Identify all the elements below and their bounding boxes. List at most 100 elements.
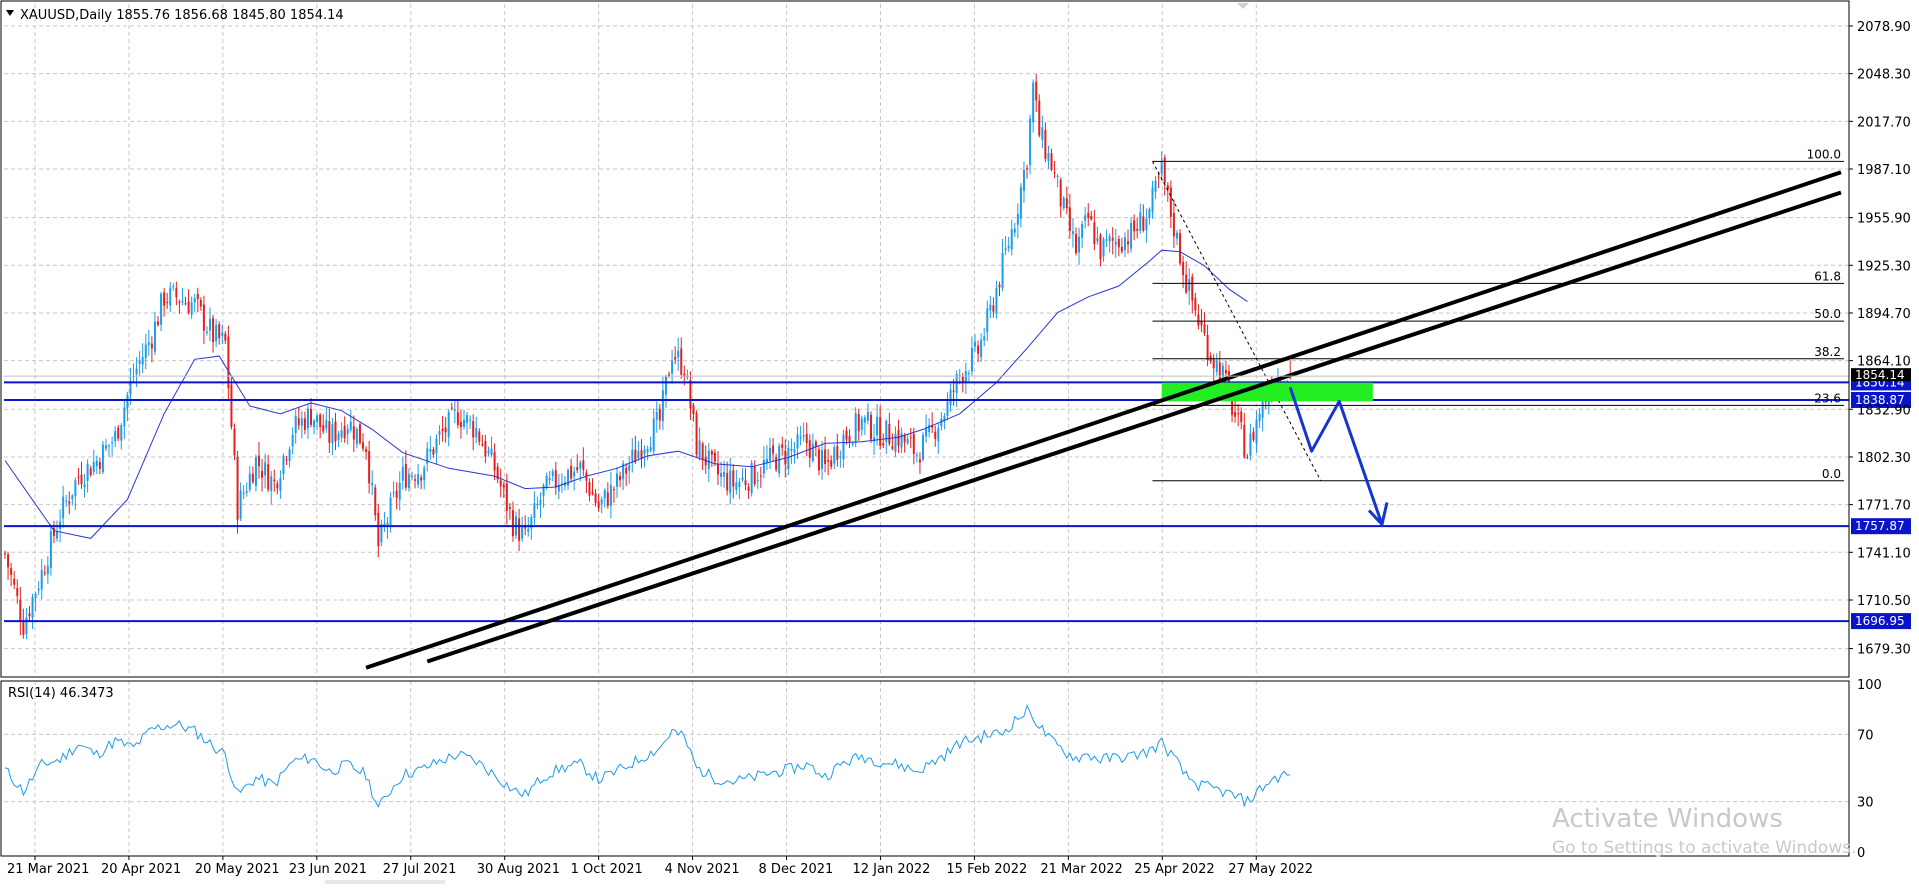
candle-up <box>398 482 401 500</box>
candle-up <box>288 449 291 461</box>
candle-down <box>830 460 833 467</box>
candle-down <box>484 441 487 457</box>
candle-down <box>184 303 187 305</box>
candle-up <box>101 444 104 473</box>
candle-up <box>542 485 545 496</box>
candle-up <box>949 389 952 405</box>
candle-up <box>1130 222 1133 249</box>
fib-level-label: 100.0 <box>1807 147 1841 161</box>
candle-down <box>4 553 6 555</box>
candle-up <box>677 350 680 358</box>
candle-down <box>493 452 496 471</box>
candle-down <box>157 321 159 325</box>
time-scroll-thumb[interactable] <box>325 880 445 884</box>
candle-down <box>10 568 13 575</box>
candle-up <box>426 448 429 464</box>
candle-down <box>695 413 698 455</box>
candle-up <box>661 390 664 422</box>
price-axis-label: 1987.10 <box>1857 163 1911 178</box>
fib-level-label: 61.8 <box>1814 269 1841 283</box>
candle-down <box>1142 216 1145 231</box>
candle-down <box>511 510 514 537</box>
candle-down <box>508 506 511 509</box>
candle-down <box>1182 262 1185 275</box>
price-axis-label: 1955.90 <box>1857 212 1911 227</box>
candle-down <box>692 405 695 415</box>
candle-down <box>1093 222 1096 245</box>
moving-average-line[interactable] <box>4 249 1248 539</box>
candle-up <box>790 448 793 451</box>
candle-up <box>254 457 257 487</box>
symbol-info: XAUUSD,Daily 1855.76 1856.68 1845.80 185… <box>20 8 344 23</box>
candle-up <box>371 482 374 486</box>
candle-up <box>811 443 814 461</box>
candle-up <box>138 360 141 364</box>
candle-up <box>698 440 701 458</box>
fibonacci-retracement[interactable]: 100.0 61.8 50.0 38.2 23.6 0.0 <box>1152 147 1845 482</box>
candle-up <box>1084 215 1087 221</box>
candle-up <box>37 588 40 591</box>
candle-up <box>172 285 175 288</box>
time-axis-label: 8 Dec 2021 <box>759 862 834 877</box>
candle-up <box>126 394 129 409</box>
candle-down <box>285 459 288 461</box>
candle-down <box>150 343 153 349</box>
candle-down <box>912 433 915 455</box>
candle-up <box>104 445 107 449</box>
candle-down <box>52 527 55 537</box>
candle-up <box>664 376 667 395</box>
rsi-line[interactable] <box>4 703 1291 808</box>
candle-up <box>490 448 493 455</box>
candle-down <box>230 384 233 427</box>
level-price-tag <box>1851 391 1911 408</box>
candle-down <box>701 443 704 461</box>
supply-zone-rectangle[interactable] <box>1161 382 1373 402</box>
candle-up <box>25 617 28 635</box>
candle-down <box>582 460 585 470</box>
trendline[interactable] <box>426 190 1842 664</box>
candle-down <box>597 501 600 508</box>
price-axis-label: 2078.90 <box>1857 20 1911 35</box>
candle-up <box>928 424 931 433</box>
candle-up <box>1071 231 1074 234</box>
candle-up <box>925 427 928 437</box>
candle-up <box>762 459 765 474</box>
candle-up <box>355 428 358 445</box>
chart-shift-marker-icon[interactable] <box>1237 3 1249 9</box>
candle-down <box>732 470 735 487</box>
candle-down <box>1068 207 1071 231</box>
candle-down <box>674 357 677 360</box>
candle-down <box>683 373 686 377</box>
candle-up <box>955 374 958 394</box>
candle-up <box>453 409 456 411</box>
candle-up <box>900 433 903 448</box>
candle-up <box>707 450 710 470</box>
candle-up <box>637 450 640 459</box>
candle-up <box>974 341 977 347</box>
candle-up <box>851 443 854 445</box>
candle-up <box>153 321 156 352</box>
candle-down <box>612 489 615 491</box>
panel-menu-triangle-icon[interactable] <box>6 10 14 16</box>
candle-down <box>80 474 83 485</box>
candle-down <box>1038 100 1041 136</box>
candle-down <box>931 424 934 428</box>
candle-up <box>533 503 536 519</box>
candle-down <box>365 448 368 452</box>
candle-down <box>362 442 365 449</box>
candle-up <box>264 462 267 476</box>
candle-down <box>7 554 10 568</box>
candle-down <box>1191 276 1194 301</box>
candle-down <box>934 431 937 439</box>
candle-down <box>43 572 46 574</box>
candle-up <box>765 458 768 463</box>
candle-down <box>319 414 322 428</box>
trendline[interactable] <box>365 170 1842 670</box>
candle-up <box>438 431 441 436</box>
time-axis-label: 1 Oct 2021 <box>571 862 643 877</box>
projection-arrow-path[interactable] <box>1288 386 1384 525</box>
price-axis-label: 1710.50 <box>1857 594 1911 609</box>
candle-up <box>59 521 62 529</box>
